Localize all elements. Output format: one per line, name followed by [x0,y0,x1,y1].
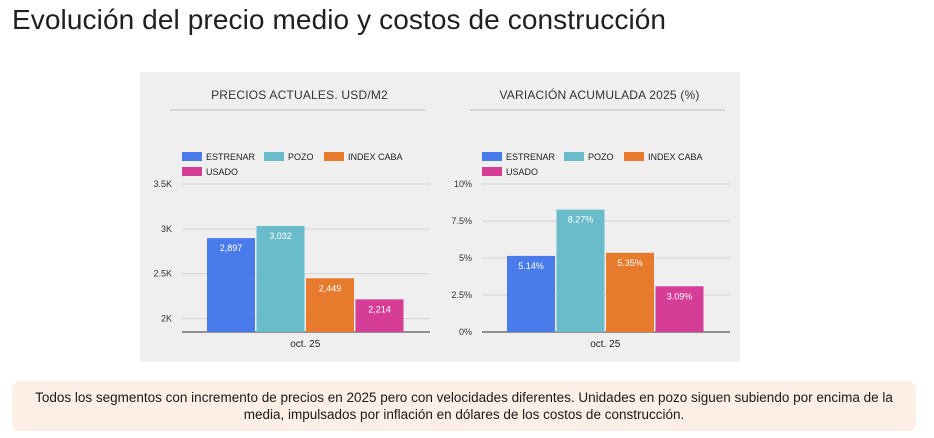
bar-value-label: 5.14% [518,261,544,271]
y-tick-label: 7.5% [451,216,472,226]
legend-label: INDEX CABA [648,152,703,162]
bar-value-label: 3.09% [667,291,693,301]
legend-swatch [624,152,644,161]
chart-title: VARIACIÓN ACUMULADA 2025 (%) [499,87,699,102]
y-tick-label: 2K [161,314,172,324]
summary-note-text: Todos los segmentos con incremento de pr… [35,390,893,422]
bar-value-label: 8.27% [568,215,594,225]
legend-swatch [182,152,202,161]
bar [256,225,305,332]
bar [606,252,654,332]
x-category-label: oct. 25 [290,339,320,350]
charts-panel: PRECIOS ACTUALES. USD/M2 ESTRENAR POZO INDE… [140,72,740,362]
legend-label: POZO [588,152,614,162]
bar-value-label: 2,449 [319,283,342,293]
legend-label: ESTRENAR [206,152,256,162]
legend-label: ESTRENAR [506,152,556,162]
chart-precios-actuales: PRECIOS ACTUALES. USD/M2 ESTRENAR POZO INDE… [153,88,430,350]
y-tick-label: 3.5K [153,179,172,189]
chart-title: PRECIOS ACTUALES. USD/M2 [211,88,388,102]
bar-value-label: 5.35% [617,258,643,268]
page-title: Evolución del precio medio y costos de c… [12,4,667,35]
legend-label: POZO [288,152,314,162]
bar [207,238,255,332]
bar-value-label: 2,897 [220,243,243,253]
bar-value-label: 2,214 [368,304,391,314]
legend-label: USADO [206,167,238,177]
bar [306,278,354,332]
legend-swatch [482,167,502,176]
y-tick-label: 2.5K [153,269,172,279]
legend-swatch [264,152,284,161]
bar [556,209,605,332]
legend-swatch [482,152,502,161]
bar [655,286,704,332]
y-tick-label: 5% [459,253,472,263]
summary-note: Todos los segmentos con incremento de pr… [12,381,916,431]
bar-value-label: 3,032 [269,231,292,241]
y-tick-label: 3K [161,224,172,234]
x-category-label: oct. 25 [590,339,620,350]
legend-label: INDEX CABA [348,152,403,162]
bar [507,255,555,332]
bar [355,299,404,332]
chart-variacion-acumulada: VARIACIÓN ACUMULADA 2025 (%) ESTRENAR POZO… [451,87,730,350]
y-tick-label: 2.5% [451,290,472,300]
legend-label: USADO [506,167,538,177]
y-tick-label: 10% [454,179,472,189]
legend-swatch [564,152,584,161]
y-tick-label: 0% [459,327,472,337]
legend-swatch [182,167,202,176]
legend-swatch [324,152,344,161]
